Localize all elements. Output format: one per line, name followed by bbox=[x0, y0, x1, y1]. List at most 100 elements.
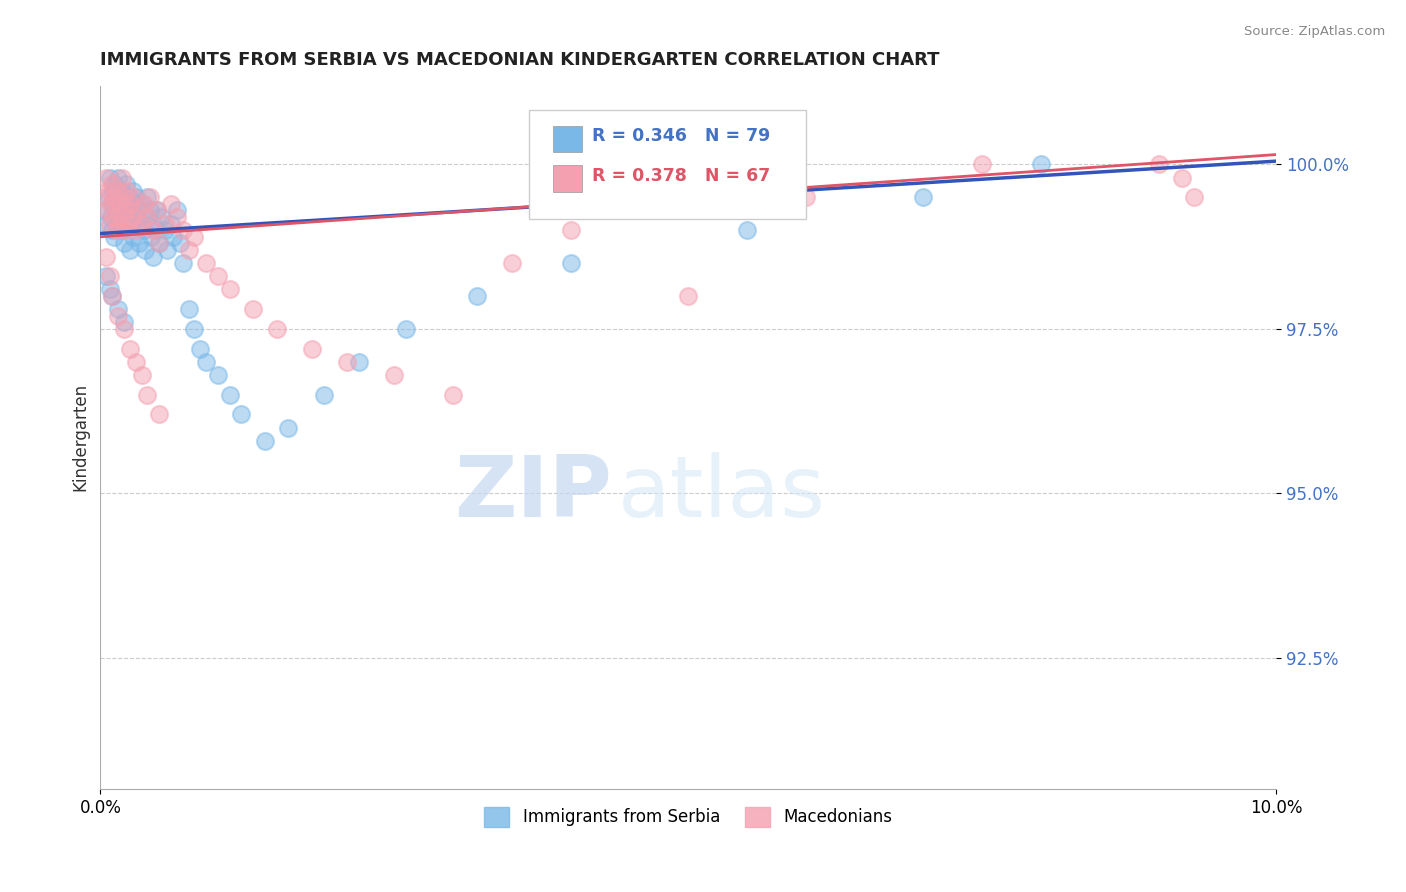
Point bbox=[142, 223, 165, 237]
Y-axis label: Kindergarten: Kindergarten bbox=[72, 384, 89, 491]
Point bbox=[107, 302, 129, 317]
Point bbox=[121, 210, 143, 224]
Point bbox=[218, 282, 240, 296]
Point bbox=[94, 190, 117, 204]
Point bbox=[107, 184, 129, 198]
Point bbox=[131, 197, 153, 211]
Point bbox=[177, 302, 200, 317]
Point bbox=[560, 256, 582, 270]
Point bbox=[912, 190, 935, 204]
Point bbox=[382, 368, 405, 382]
Point bbox=[111, 210, 134, 224]
Point bbox=[266, 322, 288, 336]
Point bbox=[96, 203, 118, 218]
Point bbox=[117, 184, 139, 198]
Point bbox=[127, 203, 149, 218]
Point bbox=[166, 203, 188, 218]
Point bbox=[110, 184, 132, 198]
Point bbox=[112, 190, 135, 204]
Point bbox=[101, 289, 124, 303]
Point bbox=[128, 236, 150, 251]
Point bbox=[110, 223, 132, 237]
Point bbox=[104, 203, 127, 218]
Point bbox=[120, 217, 142, 231]
Point bbox=[97, 190, 120, 204]
Point bbox=[794, 190, 817, 204]
Point bbox=[253, 434, 276, 448]
Point bbox=[124, 223, 146, 237]
Point bbox=[115, 177, 138, 191]
Point bbox=[136, 387, 159, 401]
FancyBboxPatch shape bbox=[530, 110, 806, 219]
Point bbox=[118, 243, 141, 257]
Point bbox=[112, 236, 135, 251]
Point bbox=[100, 197, 122, 211]
Point bbox=[114, 223, 136, 237]
Point bbox=[347, 355, 370, 369]
Point bbox=[112, 322, 135, 336]
Point bbox=[118, 203, 141, 218]
Text: IMMIGRANTS FROM SERBIA VS MACEDONIAN KINDERGARTEN CORRELATION CHART: IMMIGRANTS FROM SERBIA VS MACEDONIAN KIN… bbox=[100, 51, 939, 69]
Point bbox=[124, 190, 146, 204]
Point bbox=[122, 184, 145, 198]
Point bbox=[148, 408, 170, 422]
Point bbox=[177, 243, 200, 257]
Point bbox=[115, 197, 138, 211]
Point bbox=[195, 355, 218, 369]
Text: R = 0.346   N = 79: R = 0.346 N = 79 bbox=[592, 128, 770, 145]
Text: R = 0.378   N = 67: R = 0.378 N = 67 bbox=[592, 167, 770, 185]
Point bbox=[1171, 170, 1194, 185]
Point bbox=[131, 217, 153, 231]
Point bbox=[117, 217, 139, 231]
Point bbox=[105, 203, 128, 218]
Point bbox=[441, 387, 464, 401]
Point bbox=[98, 170, 121, 185]
Point bbox=[676, 289, 699, 303]
Point bbox=[100, 210, 122, 224]
Point bbox=[138, 190, 160, 204]
Point bbox=[101, 177, 124, 191]
Point bbox=[169, 236, 191, 251]
Point bbox=[183, 322, 205, 336]
Point bbox=[96, 250, 118, 264]
Point bbox=[465, 289, 488, 303]
Point bbox=[136, 210, 159, 224]
Point bbox=[96, 203, 118, 218]
Text: atlas: atlas bbox=[617, 452, 825, 535]
Point bbox=[138, 203, 160, 218]
Point bbox=[139, 229, 162, 244]
Point bbox=[112, 315, 135, 329]
Point bbox=[114, 217, 136, 231]
Point bbox=[172, 223, 194, 237]
Point bbox=[395, 322, 418, 336]
Point bbox=[972, 157, 994, 171]
Point bbox=[735, 157, 758, 171]
Point bbox=[160, 217, 183, 231]
Point bbox=[150, 210, 173, 224]
Point bbox=[188, 342, 211, 356]
Point bbox=[96, 217, 118, 231]
Point bbox=[131, 368, 153, 382]
Point bbox=[336, 355, 359, 369]
Point bbox=[98, 282, 121, 296]
Point bbox=[112, 190, 135, 204]
Point bbox=[110, 210, 132, 224]
Point bbox=[146, 203, 169, 218]
Point bbox=[172, 256, 194, 270]
Point bbox=[195, 256, 218, 270]
Point bbox=[145, 223, 167, 237]
Point bbox=[131, 217, 153, 231]
Point bbox=[111, 203, 134, 218]
Point bbox=[136, 210, 159, 224]
Point bbox=[122, 190, 145, 204]
Point bbox=[96, 170, 118, 185]
Point bbox=[1147, 157, 1170, 171]
Point bbox=[108, 197, 131, 211]
Point bbox=[101, 197, 124, 211]
Point bbox=[118, 197, 141, 211]
Point bbox=[312, 387, 335, 401]
Point bbox=[110, 170, 132, 185]
Point bbox=[277, 420, 299, 434]
Point bbox=[108, 217, 131, 231]
Point bbox=[98, 269, 121, 284]
